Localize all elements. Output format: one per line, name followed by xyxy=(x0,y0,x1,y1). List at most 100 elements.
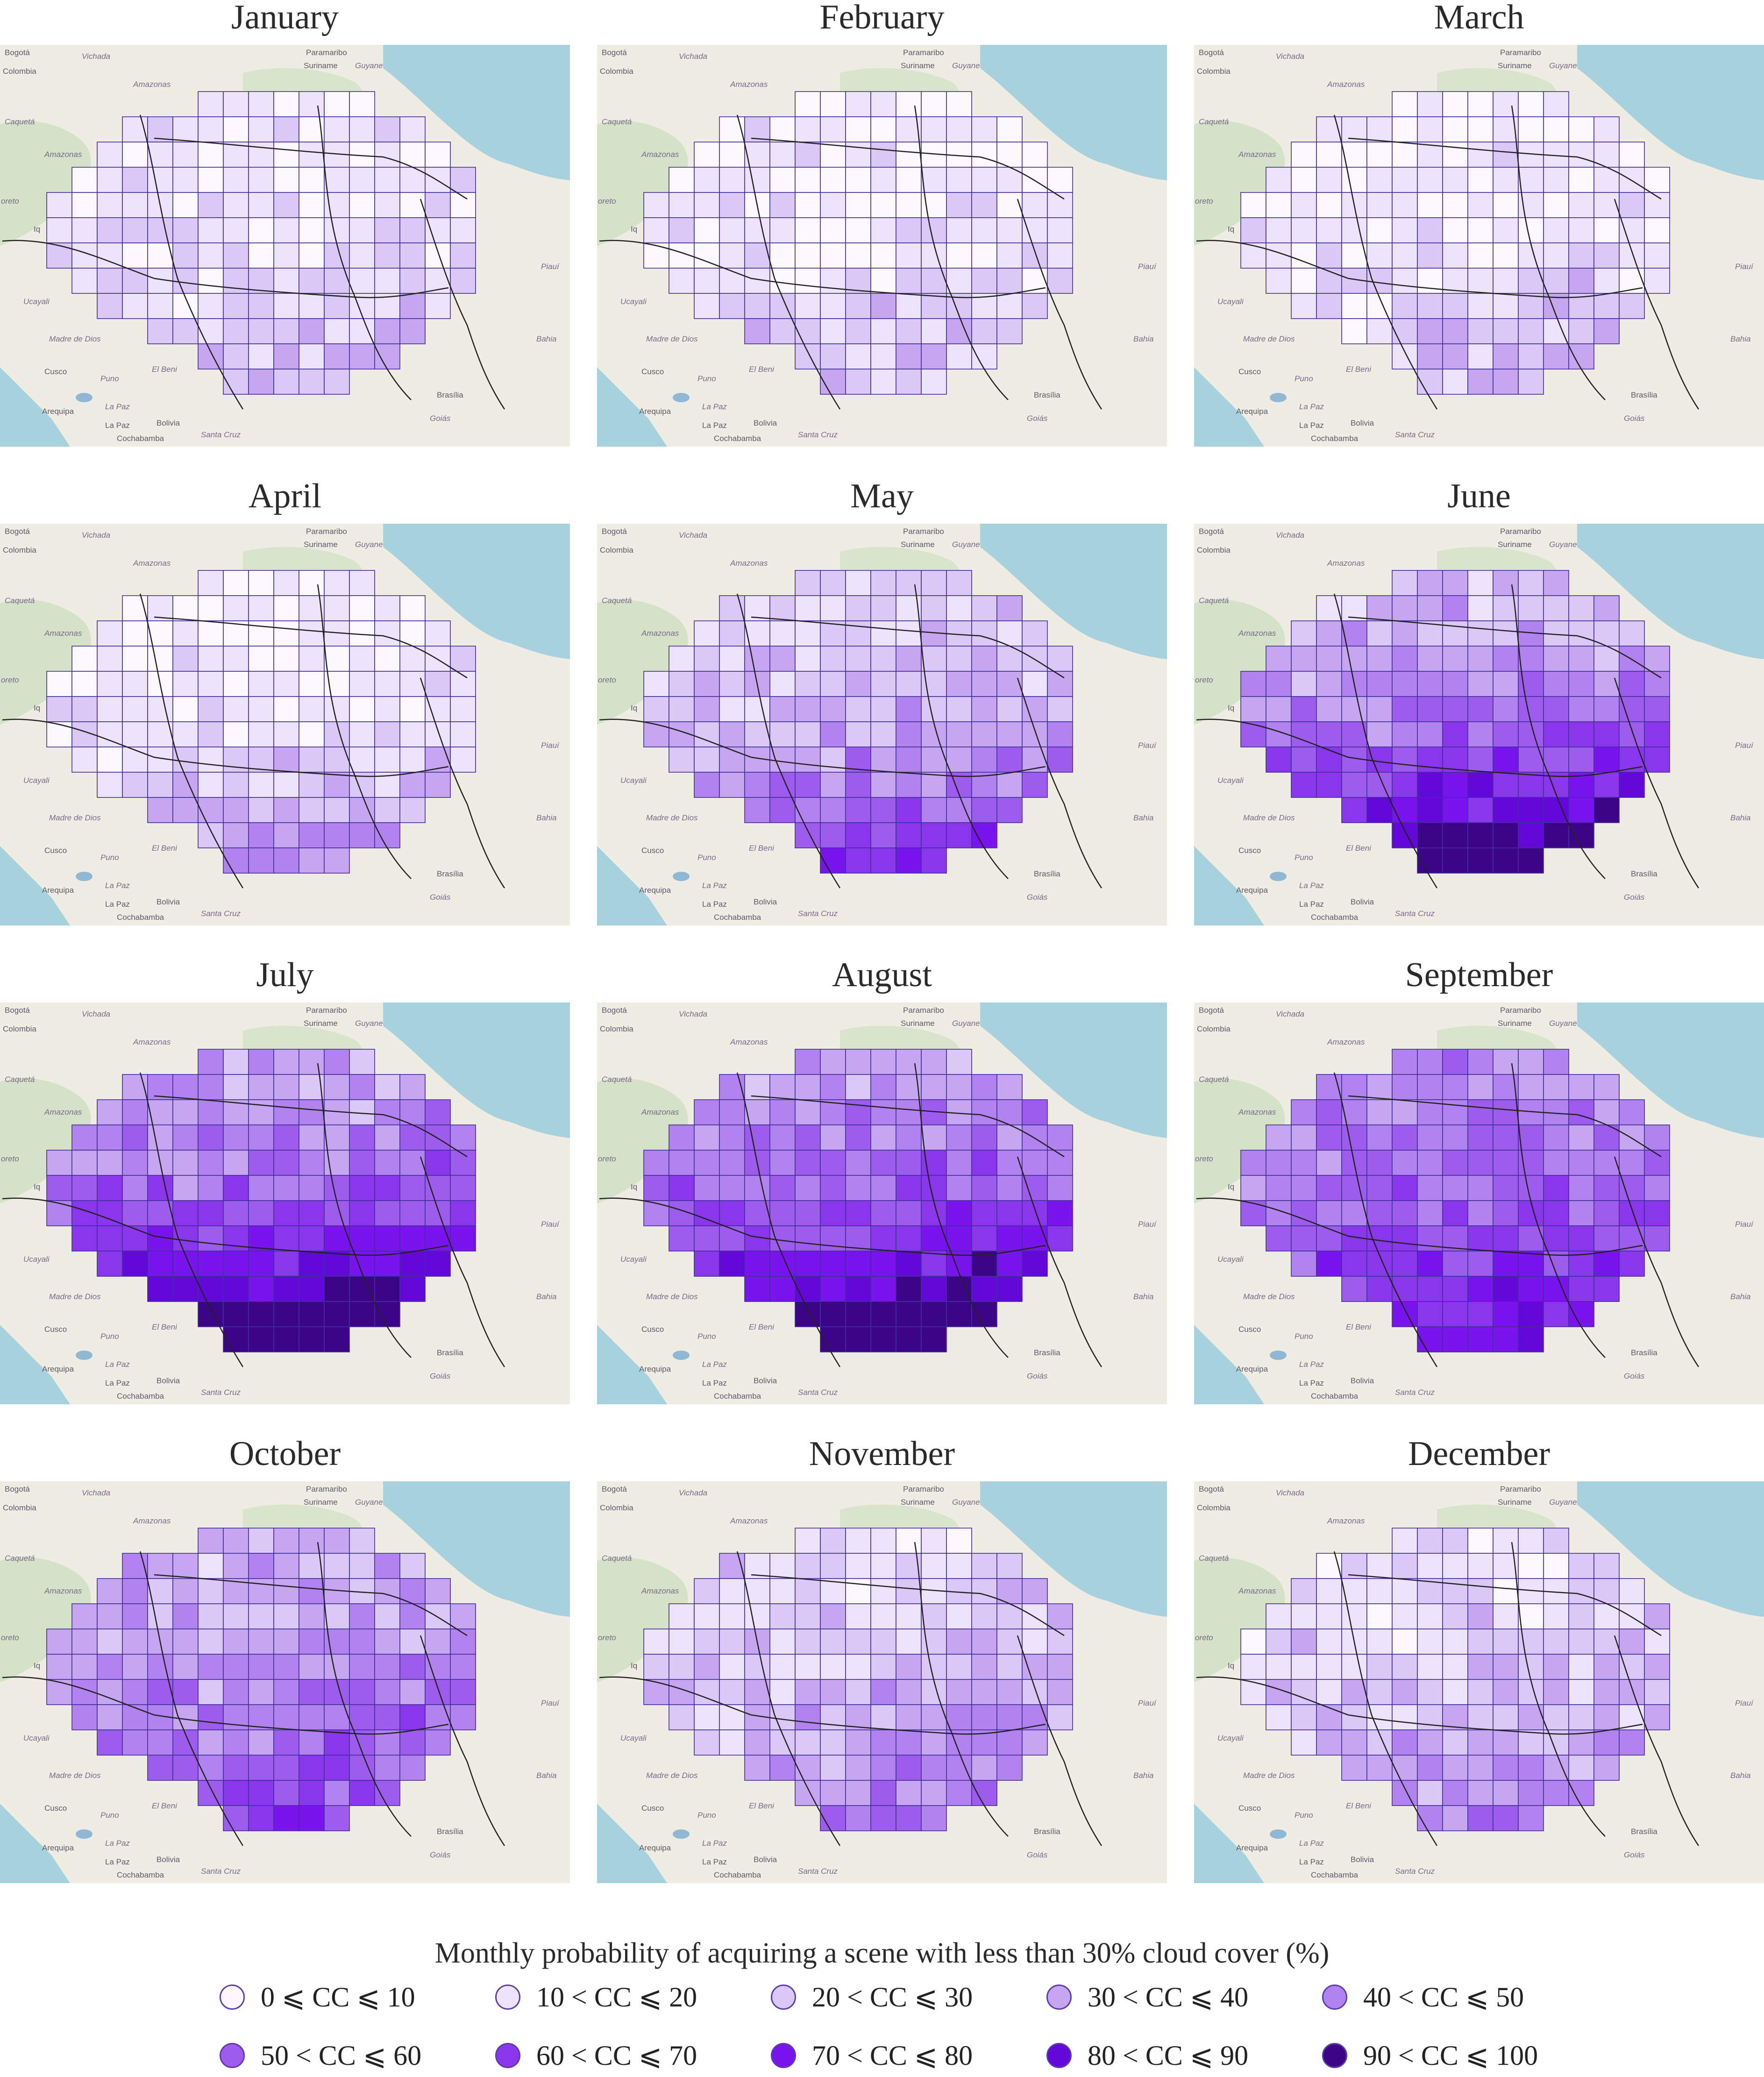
map-label: Bogotá xyxy=(5,1006,30,1015)
map-label: Brasília xyxy=(1034,869,1060,878)
landsat-tile xyxy=(1493,343,1519,370)
landsat-tile xyxy=(399,1276,426,1302)
landsat-tile xyxy=(870,268,896,294)
map-label: Arequipa xyxy=(639,886,671,895)
landsat-tile xyxy=(870,1578,896,1604)
landsat-tile xyxy=(349,1301,375,1327)
month-map: Bogotá Colombia Vichada Paramaribo Surin… xyxy=(0,1003,570,1404)
landsat-tile xyxy=(1316,217,1342,243)
landsat-tile xyxy=(921,1654,947,1680)
landsat-tile xyxy=(1417,1553,1443,1579)
landsat-tile xyxy=(971,1301,997,1327)
landsat-tile xyxy=(921,369,947,395)
landsat-tile xyxy=(1568,1755,1594,1781)
map-label: Puno xyxy=(100,1332,119,1341)
map-label: Santa Cruz xyxy=(798,430,838,439)
map-label: oreto xyxy=(598,1154,616,1163)
landsat-tile xyxy=(1568,1780,1594,1806)
landsat-tile xyxy=(1341,1603,1367,1629)
landsat-tile xyxy=(896,797,922,823)
landsat-tile xyxy=(896,822,922,848)
landsat-tile xyxy=(719,620,745,647)
map-label: Colombia xyxy=(600,67,633,76)
landsat-tile xyxy=(921,1805,947,1831)
landsat-tile xyxy=(795,1729,821,1756)
landsat-tile xyxy=(273,646,299,672)
landsat-tile xyxy=(1442,1326,1468,1352)
landsat-tile xyxy=(820,1654,846,1680)
landsat-tile xyxy=(223,646,249,672)
landsat-tile xyxy=(1417,570,1443,596)
landsat-tile xyxy=(299,671,325,697)
landsat-tile xyxy=(1467,116,1494,142)
landsat-tile xyxy=(399,747,426,773)
landsat-tile xyxy=(1442,343,1468,370)
landsat-tile xyxy=(349,1704,375,1730)
landsat-tile xyxy=(425,671,451,697)
landsat-tile xyxy=(971,1074,997,1100)
landsat-tile xyxy=(374,268,400,294)
landsat-tile xyxy=(324,293,350,319)
landsat-tile xyxy=(1543,242,1569,269)
landsat-tile xyxy=(349,1679,375,1705)
landsat-tile xyxy=(172,1755,199,1781)
landsat-tile xyxy=(399,696,426,722)
landsat-tile xyxy=(1291,747,1317,773)
landsat-tile xyxy=(1291,142,1317,168)
landsat-tile xyxy=(1568,1679,1594,1705)
map-label: Bogotá xyxy=(1199,1485,1224,1494)
landsat-tile xyxy=(1518,1251,1544,1277)
landsat-tile xyxy=(198,1729,224,1756)
map-label: Amazonas xyxy=(641,1108,679,1117)
landsat-tile xyxy=(399,1704,426,1730)
map-label: El Beni xyxy=(749,844,775,853)
landsat-tile xyxy=(1366,217,1393,243)
landsat-tile xyxy=(1593,192,1620,218)
map-label: Piauí xyxy=(1735,1220,1754,1229)
landsat-tile xyxy=(1467,1553,1494,1579)
landsat-tile xyxy=(198,1629,224,1655)
landsat-tile xyxy=(719,1679,745,1705)
landsat-tile xyxy=(1366,1099,1393,1125)
map-label: Goiás xyxy=(430,1850,451,1859)
landsat-tile xyxy=(122,696,148,722)
landsat-tile xyxy=(399,242,426,269)
landsat-tile xyxy=(1493,1124,1519,1151)
landsat-tile xyxy=(719,167,745,193)
landsat-tile xyxy=(46,1200,72,1226)
landsat-tile xyxy=(349,671,375,697)
landsat-tile xyxy=(299,293,325,319)
map-label: Caquetá xyxy=(5,596,35,605)
landsat-tile xyxy=(719,671,745,697)
landsat-tile xyxy=(946,217,972,243)
month-panel: December Bogotá Colombia Vichada Paramar… xyxy=(1194,1437,1764,1904)
map-label: Vichada xyxy=(1276,1488,1304,1497)
landsat-tile xyxy=(349,696,375,722)
landsat-tile xyxy=(349,1276,375,1302)
map-label: Amazonas xyxy=(730,1038,768,1046)
map-label: Guyane xyxy=(952,1498,980,1507)
map-label: Caquetá xyxy=(5,1075,35,1084)
landsat-tile xyxy=(845,847,871,874)
landsat-tile xyxy=(1341,797,1367,823)
landsat-tile xyxy=(1568,1276,1594,1302)
landsat-tile xyxy=(1417,1074,1443,1100)
map-label: La Paz xyxy=(702,1360,727,1369)
landsat-tile xyxy=(122,293,148,319)
map-label: Vichada xyxy=(679,1010,707,1018)
map-label: Santa Cruz xyxy=(201,909,241,918)
landsat-tile xyxy=(1568,696,1594,722)
landsat-tile xyxy=(1543,343,1569,370)
landsat-tile xyxy=(324,595,350,621)
landsat-tile xyxy=(1518,369,1544,395)
landsat-tile xyxy=(374,1276,400,1302)
landsat-tile xyxy=(769,1755,796,1781)
landsat-tile xyxy=(1366,142,1393,168)
landsat-tile xyxy=(1619,293,1645,319)
legend-label: 20 < CC ⩽ 30 xyxy=(812,1982,973,2013)
landsat-tile xyxy=(273,1276,299,1302)
map-label: oreto xyxy=(1,197,19,206)
landsat-tile xyxy=(349,1150,375,1176)
landsat-tile xyxy=(273,1049,299,1075)
map-label: Santa Cruz xyxy=(1395,430,1435,439)
